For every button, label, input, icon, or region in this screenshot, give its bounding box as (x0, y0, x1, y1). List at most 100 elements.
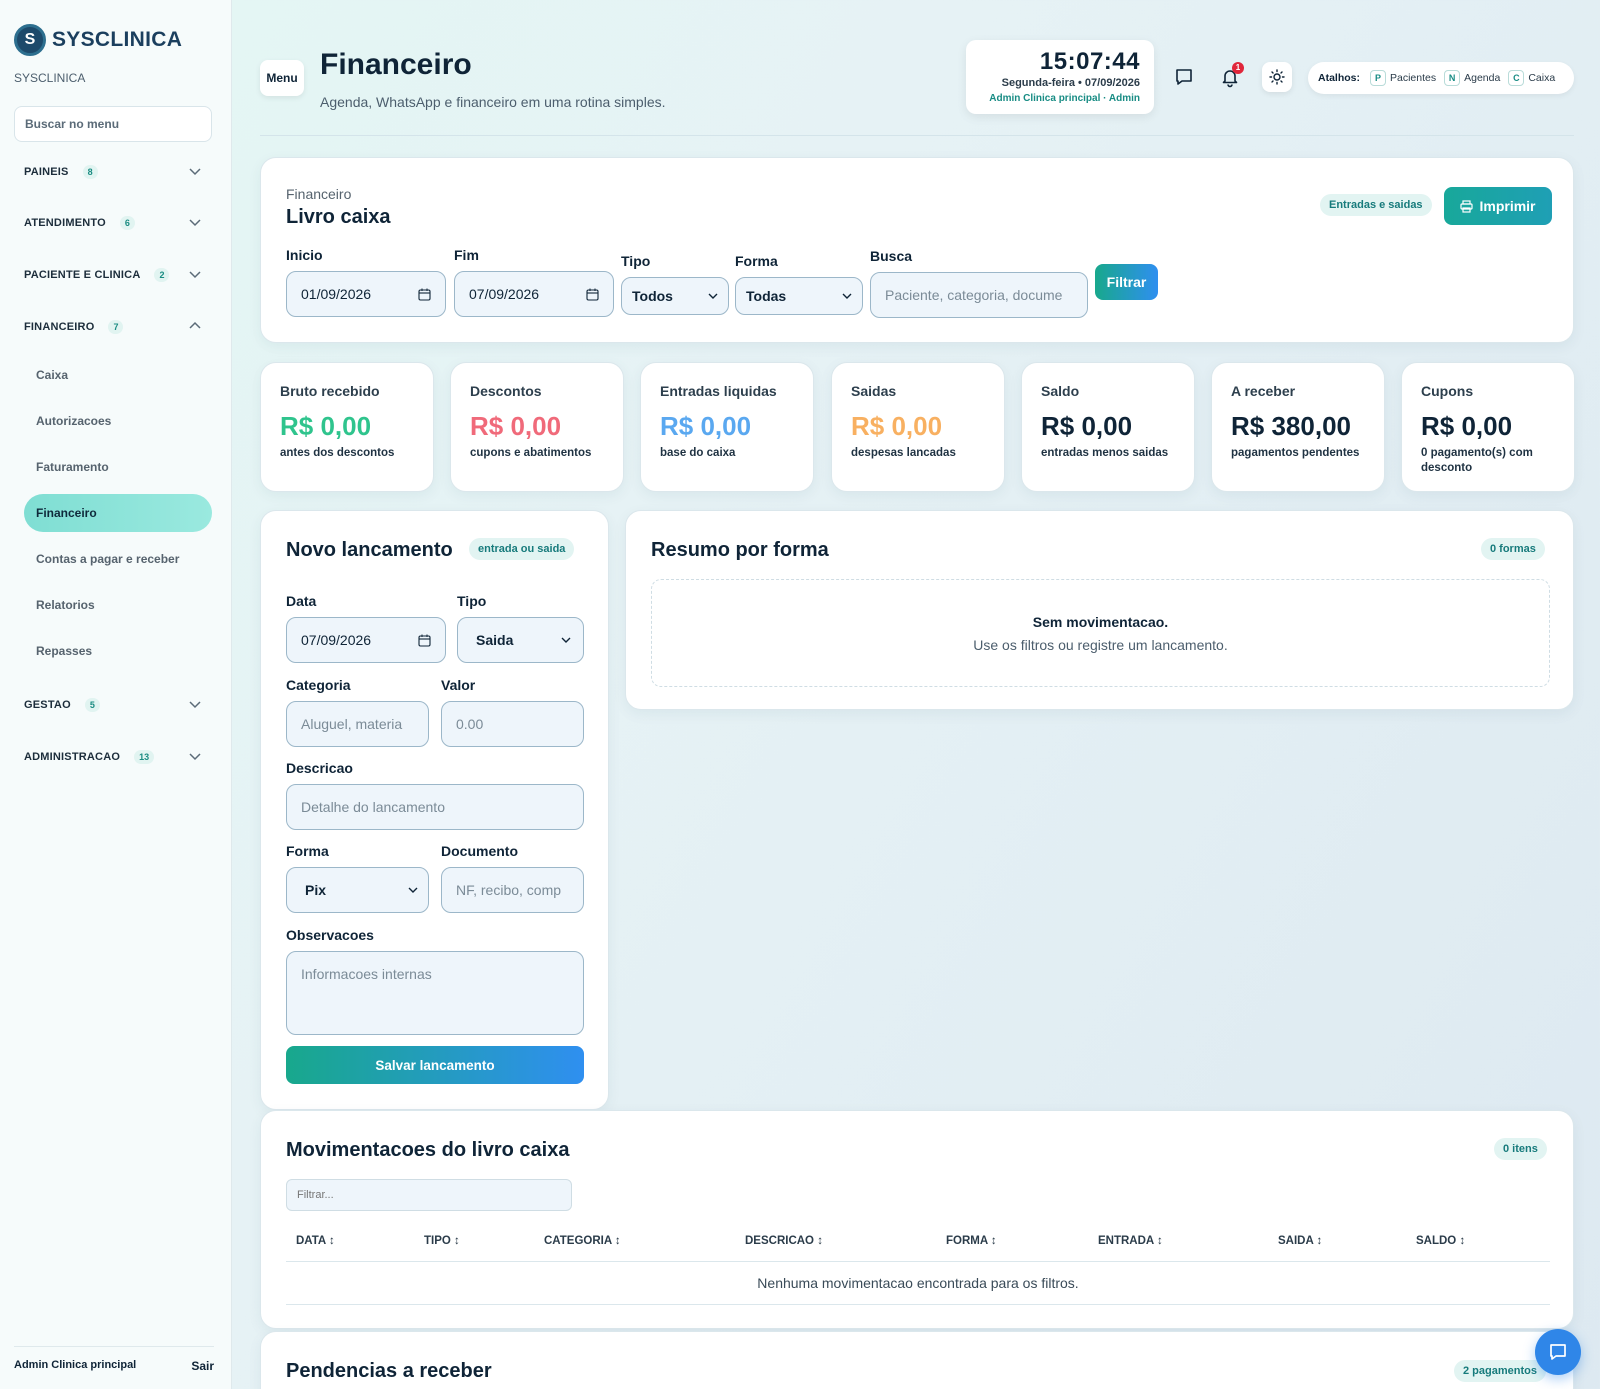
logout-link[interactable]: Sair (191, 1359, 214, 1373)
print-button[interactable]: Imprimir (1444, 187, 1552, 225)
nav-group-paineis[interactable]: PAINEIS 8 (24, 160, 210, 184)
col-saldo[interactable]: SALDO ↕ (1416, 1235, 1466, 1247)
tipo-label: Tipo (457, 593, 487, 609)
col-data[interactable]: DATA ↕ (296, 1235, 335, 1247)
entrada-saida-tag: entrada ou saida (469, 538, 575, 560)
forma-label: Forma (286, 843, 329, 859)
sidebar-item-contas[interactable]: Contas a pagar e receber (36, 552, 180, 566)
save-lancamento-button[interactable]: Salvar lancamento (286, 1046, 584, 1084)
tipo-select[interactable]: Saida (457, 617, 584, 663)
col-categoria[interactable]: CATEGORIA ↕ (544, 1235, 621, 1247)
sun-icon (1269, 69, 1285, 85)
fim-label: Fim (454, 247, 479, 263)
stat-label: Saidas (851, 383, 897, 399)
sidebar-item-repasses[interactable]: Repasses (36, 644, 93, 658)
col-entrada[interactable]: ENTRADA ↕ (1098, 1235, 1163, 1247)
forma-label: Forma (735, 253, 778, 269)
col-forma[interactable]: FORMA ↕ (946, 1235, 997, 1247)
busca-label: Busca (870, 248, 913, 264)
page-title: Financeiro (320, 48, 472, 81)
stat-note: base do caixa (660, 447, 736, 459)
brand-logo-icon: S (14, 24, 46, 56)
tipo-select[interactable]: Todos (621, 277, 729, 315)
nav-count-badge: 2 (154, 268, 170, 282)
entradas-saidas-tag: Entradas e saidas (1320, 194, 1432, 216)
nav-count-badge: 5 (84, 698, 100, 712)
stat-value: R$ 0,00 (851, 411, 943, 441)
stat-note: despesas lancadas (851, 447, 956, 459)
stat-card-a-receber: A receber R$ 380,00 pagamentos pendentes (1211, 362, 1385, 492)
nav-group-administracao[interactable]: ADMINISTRACAO 13 (24, 745, 210, 769)
filter-button[interactable]: Filtrar (1095, 264, 1158, 300)
col-saida[interactable]: SAIDA ↕ (1278, 1235, 1323, 1247)
empty-state: Sem movimentacao. Use os filtros ou regi… (651, 579, 1550, 687)
tipo-label: Tipo (621, 253, 651, 269)
chevron-up-icon (189, 321, 201, 329)
sidebar: S SYSCLINICA SYSCLINICA PAINEIS 8 ATENDI… (0, 0, 232, 1389)
stat-note: entradas menos saidas (1041, 447, 1169, 459)
chevron-down-icon (189, 168, 201, 176)
valor-input[interactable]: 0.00 (441, 701, 584, 747)
menu-button[interactable]: Menu (260, 60, 304, 96)
shortcut-caixa[interactable]: Caixa (1528, 72, 1556, 84)
nav-group-label: PAINEIS (24, 166, 69, 178)
stat-card-entradas: Entradas liquidas R$ 0,00 base do caixa (640, 362, 814, 492)
nav-group-atendimento[interactable]: ATENDIMENTO 6 (24, 211, 210, 235)
documento-input[interactable]: NF, recibo, comp (441, 867, 584, 913)
data-value: 07/09/2026 (301, 632, 372, 648)
shortcuts-label: Atalhos: (1318, 72, 1360, 84)
busca-input[interactable]: Paciente, categoria, docume (870, 272, 1088, 318)
tipo-value: Todos (632, 288, 673, 304)
menu-search-input[interactable] (14, 106, 212, 142)
shortcut-agenda[interactable]: Agenda (1464, 72, 1501, 84)
brand[interactable]: S SYSCLINICA (14, 24, 182, 56)
forma-select[interactable]: Todas (735, 277, 863, 315)
stat-note: cupons e abatimentos (470, 447, 592, 459)
table-footer-divider (286, 1304, 1550, 1305)
footer-user: Admin Clinica principal (14, 1359, 137, 1371)
pendencias-card: Pendencias a receber 2 pagamentos (260, 1331, 1574, 1389)
descricao-input[interactable]: Detalhe do lancamento (286, 784, 584, 830)
nav-group-label: FINANCEIRO (24, 321, 95, 333)
chat-fab-button[interactable] (1535, 1329, 1581, 1375)
forma-select[interactable]: Pix (286, 867, 429, 913)
fim-date-input[interactable]: 07/09/2026 (454, 271, 614, 317)
inicio-date-input[interactable]: 01/09/2026 (286, 271, 446, 317)
stat-card-saldo: Saldo R$ 0,00 entradas menos saidas (1021, 362, 1195, 492)
data-input[interactable]: 07/09/2026 (286, 617, 446, 663)
sidebar-item-autorizacoes[interactable]: Autorizacoes (36, 414, 112, 428)
col-tipo[interactable]: TIPO ↕ (424, 1235, 460, 1247)
fim-value: 07/09/2026 (469, 286, 540, 302)
nav-group-label: ATENDIMENTO (24, 217, 106, 229)
theme-toggle-button[interactable] (1262, 62, 1292, 92)
notification-badge: 1 (1232, 62, 1244, 74)
brand-subtitle: SYSCLINICA (14, 71, 86, 85)
stat-label: Saldo (1041, 383, 1080, 399)
empty-text: Use os filtros ou registre um lancamento… (973, 637, 1228, 653)
shortcut-pacientes[interactable]: Pacientes (1390, 72, 1437, 84)
stat-value: R$ 0,00 (1421, 411, 1513, 441)
nav-group-financeiro[interactable]: FINANCEIRO 7 (24, 315, 210, 339)
forma-value: Pix (305, 882, 327, 898)
stat-card-descontos: Descontos R$ 0,00 cupons e abatimentos (450, 362, 624, 492)
sidebar-item-relatorios[interactable]: Relatorios (36, 598, 95, 612)
table-header-divider (286, 1261, 1550, 1262)
descricao-label: Descricao (286, 760, 353, 776)
table-filter-input[interactable] (286, 1179, 572, 1211)
sidebar-item-financeiro[interactable]: Financeiro (24, 494, 212, 532)
col-descricao[interactable]: DESCRICAO ↕ (745, 1235, 823, 1247)
observacoes-textarea[interactable]: Informacoes internas (286, 951, 584, 1035)
chat-icon[interactable] (1173, 66, 1195, 88)
print-label: Imprimir (1479, 198, 1536, 214)
sidebar-item-faturamento[interactable]: Faturamento (36, 460, 109, 474)
sidebar-item-caixa[interactable]: Caixa (36, 368, 69, 382)
categoria-input[interactable]: Aluguel, materia (286, 701, 429, 747)
nav-group-label: ADMINISTRACAO (24, 751, 121, 763)
chevron-down-icon (189, 219, 201, 227)
nav-group-paciente-e-clinica[interactable]: PACIENTE E CLINICA 2 (24, 263, 210, 287)
chevron-down-icon (189, 271, 201, 279)
card-title: Pendencias a receber (286, 1360, 492, 1382)
stat-label: Entradas liquidas (660, 383, 777, 399)
nav-group-gestao[interactable]: GESTAO 5 (24, 693, 210, 717)
chevron-down-icon (189, 701, 201, 709)
